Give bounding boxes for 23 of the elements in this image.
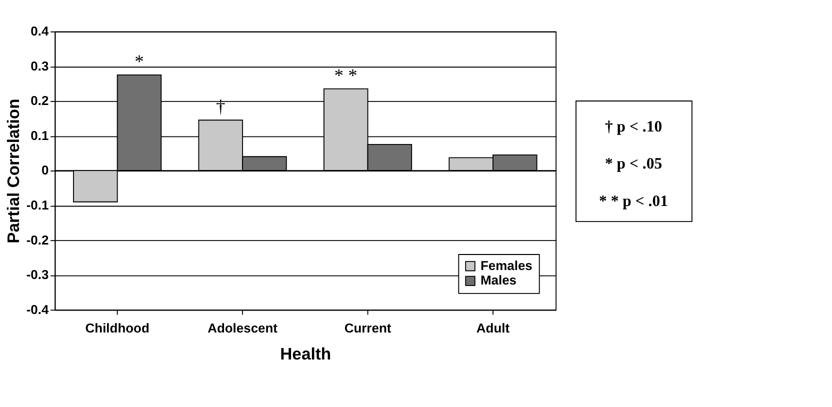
y-tick-label: 0.3	[30, 58, 49, 74]
y-tick-label: 0.2	[30, 93, 49, 108]
annotation: * *	[334, 65, 358, 86]
text: * p < .05	[604, 156, 662, 173]
x-axis-title: Health	[280, 344, 332, 364]
y-tick-label: -0.1	[26, 198, 49, 213]
x-tick-label: Adult	[476, 320, 510, 336]
text: * * p < .01	[599, 192, 668, 210]
y-tick-label: 0.4	[30, 24, 50, 39]
y-tick-label: 0	[41, 162, 49, 178]
x-tick-label: Current	[344, 320, 392, 336]
annotation: *	[134, 51, 144, 72]
annotation: †	[216, 96, 226, 118]
legend-label: Females	[480, 258, 532, 273]
x-tick-label: Childhood	[85, 320, 150, 336]
y-tick-label: -0.2	[26, 232, 49, 248]
y-tick-label: -0.4	[26, 302, 50, 317]
y-tick-label: 0.1	[30, 128, 49, 143]
y-axis-title: Partial Correlation	[4, 98, 23, 244]
x-tick-label: Adolescent	[208, 320, 278, 336]
y-tick-label: -0.3	[26, 267, 49, 282]
legend-label: Males	[480, 272, 517, 288]
text: † p < .10	[604, 118, 662, 136]
